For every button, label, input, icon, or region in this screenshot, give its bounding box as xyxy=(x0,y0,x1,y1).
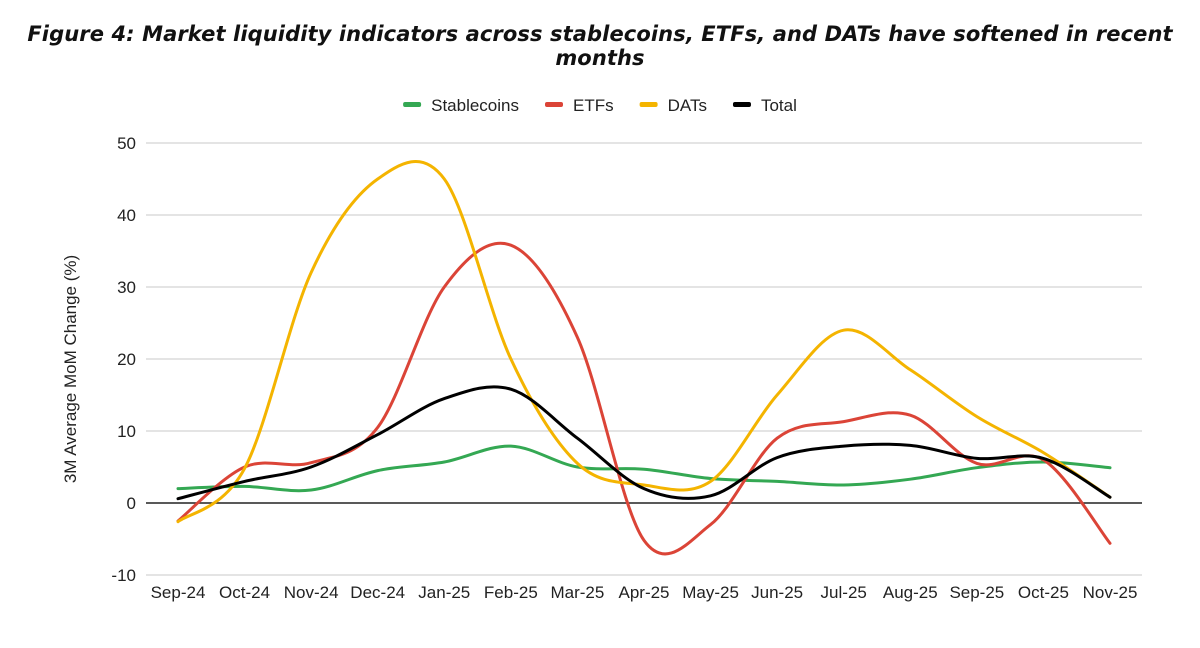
legend-swatch xyxy=(639,102,658,107)
series-lines xyxy=(176,160,1112,556)
series-line-total xyxy=(176,385,1112,501)
x-tick-label: Nov-24 xyxy=(284,583,339,602)
x-tick-label: Jun-25 xyxy=(751,583,803,602)
x-tick-label: Jan-25 xyxy=(418,583,470,602)
y-tick-label: 30 xyxy=(117,278,136,297)
x-tick-label: Nov-25 xyxy=(1083,583,1138,602)
x-axis-ticks: Sep-24 Oct-24 Nov-24 Dec-24 Jan-25 Feb-25 Mar-… xyxy=(151,583,1138,602)
legend-item-etfs: ETFs xyxy=(545,96,614,115)
y-tick-label: 40 xyxy=(117,206,136,225)
y-tick-label: 10 xyxy=(117,422,136,441)
x-tick-label: Aug-25 xyxy=(883,583,938,602)
series-line-dats xyxy=(176,160,1112,524)
x-tick-label: Oct-24 xyxy=(219,583,270,602)
x-tick-label: Sep-24 xyxy=(151,583,206,602)
legend-item-dats: DATs xyxy=(639,96,707,115)
y-tick-label: 50 xyxy=(117,134,136,153)
legend-swatch xyxy=(403,102,422,107)
series-line-etfs xyxy=(176,241,1112,556)
legend-item-total: Total xyxy=(732,96,797,115)
y-tick-label: 20 xyxy=(117,350,136,369)
x-tick-label: May-25 xyxy=(682,583,739,602)
y-axis-ticks: -10 0 10 20 30 40 50 xyxy=(111,134,136,585)
legend-label: DATs xyxy=(668,96,707,115)
x-tick-label: Oct-25 xyxy=(1018,583,1069,602)
legend: Stablecoins ETFs DATs Total xyxy=(403,96,797,115)
legend-label: Stablecoins xyxy=(431,96,519,115)
legend-label: ETFs xyxy=(573,96,614,115)
y-axis-title: 3M Average MoM Change (%) xyxy=(61,255,80,483)
x-tick-label: Feb-25 xyxy=(484,583,538,602)
gridlines xyxy=(146,142,1142,576)
legend-swatch xyxy=(732,102,751,107)
x-tick-label: Dec-24 xyxy=(350,583,405,602)
x-tick-label: Mar-25 xyxy=(550,583,604,602)
series-line-stablecoins xyxy=(176,444,1112,493)
x-tick-label: Jul-25 xyxy=(821,583,867,602)
y-tick-label: 0 xyxy=(127,494,136,513)
legend-swatch xyxy=(545,102,563,107)
x-tick-label: Sep-25 xyxy=(949,583,1004,602)
y-tick-label: -10 xyxy=(111,566,136,585)
legend-item-stablecoins: Stablecoins xyxy=(403,96,519,115)
legend-label: Total xyxy=(761,96,797,115)
chart-title: Figure 4: Market liquidity indicators ac… xyxy=(27,22,1173,70)
x-tick-label: Apr-25 xyxy=(618,583,669,602)
